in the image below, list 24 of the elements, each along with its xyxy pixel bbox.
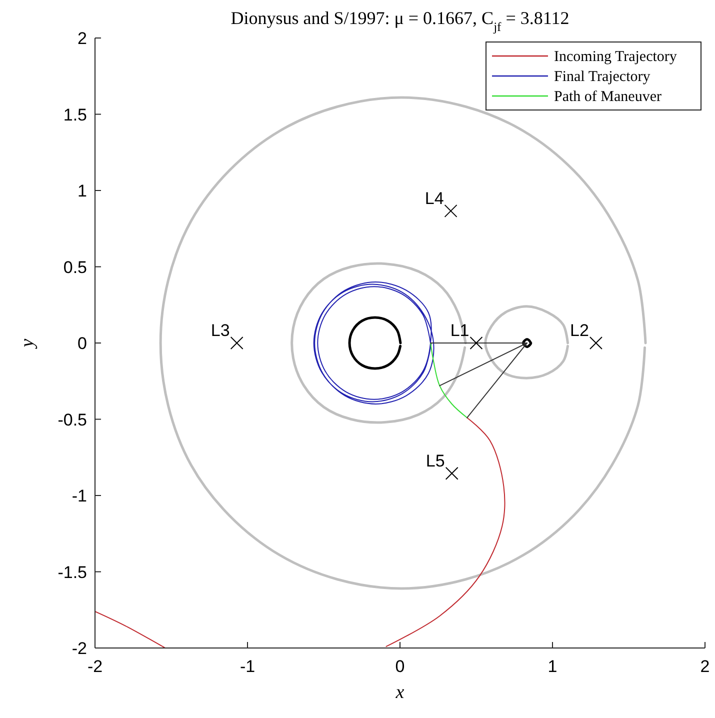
y-tick-label: 0.5 bbox=[63, 258, 87, 277]
x-tick-label: 1 bbox=[548, 657, 558, 676]
y-tick-label: -2 bbox=[72, 639, 87, 658]
legend-label: Final Trajectory bbox=[554, 69, 651, 85]
x-axis-title: x bbox=[394, 682, 405, 703]
y-tick-label: 0 bbox=[78, 334, 87, 353]
y-tick-label: -1.5 bbox=[58, 562, 87, 582]
chart-title: Dionysus and S/1997: μ = 0.1667, C$_{jf}$ = 3.8112 bbox=[230, 8, 570, 34]
y-tick-label: 2 bbox=[78, 29, 87, 48]
annotation: L2 bbox=[570, 321, 589, 340]
x-tick-label: 2 bbox=[700, 657, 710, 676]
y-tick-label: 1.5 bbox=[63, 105, 87, 124]
y-axis-title: y bbox=[17, 338, 38, 350]
x-tick-label: 0 bbox=[395, 657, 405, 676]
legend-label: Path of Maneuver bbox=[554, 89, 662, 105]
annotation: L5 bbox=[426, 451, 445, 470]
y-tick-label: -0.5 bbox=[58, 410, 87, 430]
y-tick-label: 1 bbox=[78, 182, 87, 200]
y-tick-label: -1 bbox=[72, 486, 87, 506]
annotation: L3 bbox=[210, 321, 230, 340]
x-tick-label: -1 bbox=[240, 657, 256, 676]
annotation: L4 bbox=[424, 188, 444, 208]
annotation: L1 bbox=[450, 321, 470, 340]
legend-label: Incoming Trajectory bbox=[554, 49, 678, 65]
